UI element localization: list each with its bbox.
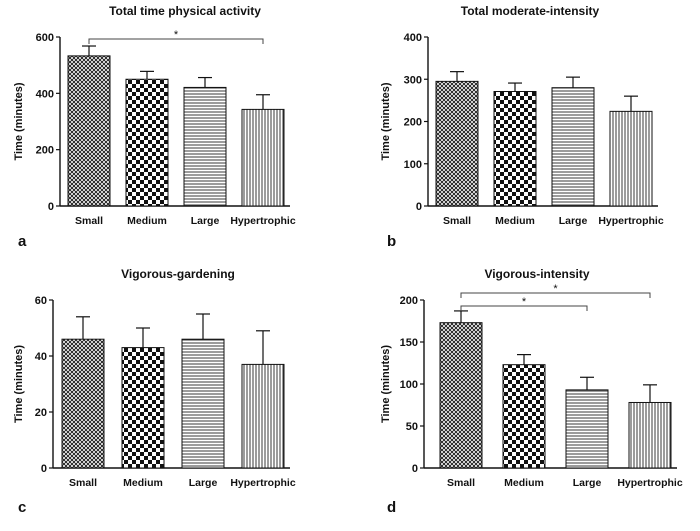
- bar-large: [565, 389, 609, 469]
- y-tick-label: 40: [35, 351, 47, 363]
- chart-title: Vigorous-intensity: [484, 267, 589, 281]
- chart-title: Vigorous-gardening: [121, 267, 235, 281]
- bar-small: [61, 338, 105, 469]
- y-tick-label: 50: [406, 421, 418, 433]
- y-tick-label: 300: [404, 74, 422, 86]
- y-axis-title: Time (minutes): [380, 82, 392, 160]
- bar-medium: [493, 91, 537, 207]
- x-tick-label: Small: [443, 215, 471, 227]
- y-tick-label: 0: [416, 201, 422, 213]
- significance-marker: *: [174, 29, 179, 41]
- x-tick-label: Hypertrophic: [617, 477, 683, 489]
- y-axis-title: Time (minutes): [13, 345, 25, 423]
- y-tick-label: 100: [400, 379, 418, 391]
- significance-bracket: [88, 38, 264, 44]
- y-tick-label: 0: [41, 463, 47, 475]
- y-tick-label: 100: [404, 159, 422, 171]
- x-tick-label: Large: [559, 215, 588, 227]
- bar-large: [551, 87, 595, 207]
- x-tick-label: Medium: [504, 477, 544, 489]
- x-tick-label: Small: [75, 215, 103, 227]
- bar-hypertrophic: [609, 110, 653, 207]
- x-tick-label: Hypertrophic: [230, 215, 296, 227]
- x-tick-label: Large: [191, 215, 220, 227]
- y-tick-label: 0: [412, 463, 418, 475]
- bar-small: [435, 80, 479, 207]
- y-tick-label: 20: [35, 407, 47, 419]
- significance-marker: *: [553, 283, 558, 295]
- bar-small: [67, 55, 111, 207]
- y-tick-label: 400: [36, 88, 54, 100]
- panel-label: d: [387, 499, 396, 516]
- y-tick-label: 0: [48, 201, 54, 213]
- y-tick-label: 200: [400, 295, 418, 307]
- panel-label: c: [18, 499, 26, 516]
- bar-medium: [125, 78, 169, 207]
- x-tick-label: Large: [573, 477, 602, 489]
- y-tick-label: 150: [400, 337, 418, 349]
- bar-small: [439, 322, 483, 469]
- x-tick-label: Small: [447, 477, 475, 489]
- significance-bracket: [460, 292, 651, 298]
- bar-medium: [502, 364, 546, 469]
- y-axis-title: Time (minutes): [13, 82, 25, 160]
- y-tick-label: 200: [36, 145, 54, 157]
- x-tick-label: Large: [189, 477, 218, 489]
- x-tick-label: Medium: [495, 215, 535, 227]
- chart-panel-a: Total time physical activity Time (minute…: [13, 4, 296, 250]
- chart-title: Total moderate-intensity: [461, 4, 600, 18]
- bar-hypertrophic: [241, 363, 285, 469]
- y-tick-label: 600: [36, 32, 54, 44]
- chart-panel-c: Vigorous-gardening Time (minutes) 0 20 40 60 S…: [13, 267, 296, 516]
- bar-hypertrophic: [241, 108, 285, 207]
- y-tick-label: 200: [404, 117, 422, 129]
- significance-marker: *: [522, 296, 527, 308]
- bar-medium: [121, 347, 165, 469]
- chart-panel-b: Total moderate-intensity Time (minutes) 0 1…: [380, 4, 664, 250]
- bar-large: [181, 338, 225, 469]
- panel-label: b: [387, 233, 396, 250]
- y-axis-title: Time (minutes): [380, 345, 392, 423]
- panel-label: a: [18, 233, 27, 250]
- x-tick-label: Medium: [123, 477, 163, 489]
- x-tick-label: Hypertrophic: [598, 215, 664, 227]
- chart-title: Total time physical activity: [109, 4, 261, 18]
- chart-panel-d: Vigorous-intensity Time (minutes) 0 50 100 15…: [380, 267, 683, 516]
- x-tick-label: Medium: [127, 215, 167, 227]
- y-tick-label: 400: [404, 32, 422, 44]
- significance-bracket: [460, 305, 588, 311]
- x-tick-label: Small: [69, 477, 97, 489]
- y-tick-label: 60: [35, 295, 47, 307]
- x-tick-label: Hypertrophic: [230, 477, 296, 489]
- bar-large: [183, 86, 227, 207]
- bar-hypertrophic: [628, 401, 672, 469]
